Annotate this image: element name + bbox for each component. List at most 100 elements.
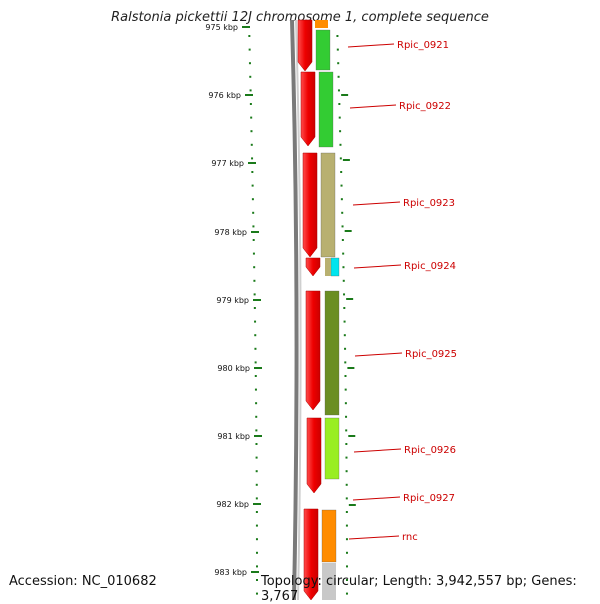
minor-dot — [255, 429, 258, 432]
minor-dot — [252, 252, 255, 255]
minor-dot — [254, 347, 257, 350]
cds-block — [330, 257, 340, 277]
tick-label: 982 kbp — [216, 500, 249, 509]
minor-dot — [248, 35, 251, 37]
gene-label[interactable]: Rpic_0926 — [404, 445, 456, 456]
minor-dot — [251, 157, 254, 160]
minor-dot — [254, 320, 257, 323]
gene-label[interactable]: Rpic_0927 — [403, 493, 455, 504]
gene-arrow — [305, 290, 321, 411]
gene-arrow — [297, 19, 313, 72]
label-leader — [349, 104, 397, 109]
minor-dot — [254, 334, 257, 337]
minor-dot — [345, 579, 348, 581]
minor-dot — [252, 211, 255, 214]
cds-block — [322, 563, 336, 600]
minor-dot — [255, 538, 258, 541]
minor-dot — [344, 388, 347, 391]
gene-arrow — [305, 257, 321, 277]
gene-label[interactable]: rnc — [402, 532, 418, 543]
cds-block — [315, 20, 328, 28]
minor-dot — [254, 388, 257, 391]
minor-dot — [336, 35, 339, 37]
label-leader — [347, 43, 395, 48]
minor-dot — [344, 347, 347, 350]
minor-dot — [345, 511, 348, 513]
minor-dot — [248, 62, 251, 65]
cds-blocks — [315, 20, 340, 600]
cds-block — [325, 258, 331, 276]
tick-label: 980 kbp — [217, 364, 250, 373]
gene-arrow — [303, 508, 319, 600]
minor-dot — [252, 239, 255, 241]
label-leader — [352, 201, 401, 206]
minor-dot — [342, 279, 345, 282]
minor-dot — [340, 171, 343, 173]
minor-dot — [339, 143, 342, 146]
gene-label[interactable]: Rpic_0925 — [405, 349, 457, 360]
minor-dot — [339, 157, 342, 160]
minor-dot — [249, 89, 252, 92]
tick-label: 975 kbp — [205, 23, 238, 32]
cds-block — [318, 71, 334, 148]
minor-dot — [345, 592, 348, 595]
minor-dot — [337, 89, 340, 92]
minor-dot — [339, 130, 342, 133]
minor-dot — [255, 402, 258, 405]
gene-arrows — [297, 19, 322, 600]
minor-dot — [345, 415, 348, 418]
cds-block — [320, 152, 336, 258]
minor-dot — [255, 511, 258, 513]
minor-dot — [345, 429, 348, 432]
minor-dot — [251, 171, 254, 173]
minor-dot — [338, 116, 341, 119]
minor-dot — [345, 470, 348, 473]
minor-dot — [255, 592, 258, 595]
gene-label[interactable]: Rpic_0924 — [404, 261, 456, 272]
gene-label[interactable]: Rpic_0922 — [399, 101, 451, 112]
backbone-outer — [290, 19, 299, 600]
minor-dot — [340, 198, 343, 201]
gene-arrow — [300, 71, 316, 147]
minor-dot — [250, 116, 253, 119]
minor-dot — [344, 375, 347, 377]
gene-label[interactable]: Rpic_0923 — [403, 198, 455, 209]
minor-dot — [253, 279, 256, 282]
minor-dot — [251, 198, 254, 201]
label-leader — [354, 352, 403, 357]
tick-label: 978 kbp — [214, 228, 247, 237]
minor-dot — [253, 266, 256, 269]
minor-dot — [252, 225, 255, 228]
label-leader — [353, 448, 402, 453]
major-ticks: 975 kbp 976 kbp 977 kbp 978 kbp 979 kbp 980 k… — [205, 23, 262, 577]
label-leader — [348, 535, 400, 540]
minor-dot — [255, 483, 258, 486]
minor-dot — [255, 579, 258, 581]
minor-dot — [345, 497, 348, 500]
gene-arrow — [302, 152, 318, 258]
minor-dot — [340, 184, 343, 187]
minor-dot — [344, 402, 347, 405]
minor-dot — [255, 497, 258, 500]
minor-dot — [249, 75, 252, 78]
minor-dot — [253, 293, 256, 296]
minor-dot — [250, 143, 253, 146]
minor-dot — [345, 538, 348, 541]
label-leader — [353, 264, 402, 269]
minor-tick-dots — [248, 35, 356, 595]
minor-dot — [254, 375, 257, 377]
minor-dot — [255, 551, 258, 554]
minor-dot — [255, 565, 258, 568]
gene-label[interactable]: Rpic_0921 — [397, 40, 449, 51]
tick-label: 976 kbp — [208, 91, 241, 100]
minor-dot — [343, 320, 346, 323]
minor-dot — [342, 266, 345, 269]
minor-dot — [337, 62, 340, 65]
accession-text: Accession: NC_010682 — [9, 574, 157, 589]
minor-dot — [254, 361, 257, 364]
gene-labels: Rpic_0921 Rpic_0922 Rpic_0923 Rpic_0924 Rpic… — [347, 40, 457, 543]
minor-dot — [338, 103, 341, 105]
cds-block — [324, 290, 340, 416]
backbone-inner — [295, 19, 302, 600]
